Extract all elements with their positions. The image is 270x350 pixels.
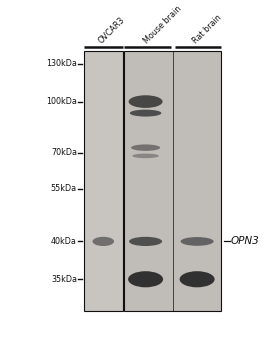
Ellipse shape bbox=[129, 95, 163, 108]
Bar bbox=[84, 51, 123, 311]
Ellipse shape bbox=[180, 271, 215, 287]
Ellipse shape bbox=[132, 154, 159, 158]
Text: Rat brain: Rat brain bbox=[191, 13, 223, 46]
Text: 70kDa: 70kDa bbox=[51, 148, 77, 157]
Text: 55kDa: 55kDa bbox=[51, 184, 77, 193]
Text: 100kDa: 100kDa bbox=[46, 97, 77, 106]
Text: 40kDa: 40kDa bbox=[51, 237, 77, 246]
Ellipse shape bbox=[130, 110, 161, 117]
Text: Mouse brain: Mouse brain bbox=[142, 5, 183, 46]
Text: OVCAR3: OVCAR3 bbox=[97, 16, 127, 46]
Bar bbox=[124, 51, 221, 311]
Text: 35kDa: 35kDa bbox=[51, 275, 77, 284]
Ellipse shape bbox=[93, 237, 114, 246]
Ellipse shape bbox=[129, 237, 162, 246]
Ellipse shape bbox=[181, 237, 214, 246]
Text: OPN3: OPN3 bbox=[231, 236, 259, 246]
Ellipse shape bbox=[128, 271, 163, 287]
Text: 130kDa: 130kDa bbox=[46, 59, 77, 68]
Ellipse shape bbox=[131, 145, 160, 151]
